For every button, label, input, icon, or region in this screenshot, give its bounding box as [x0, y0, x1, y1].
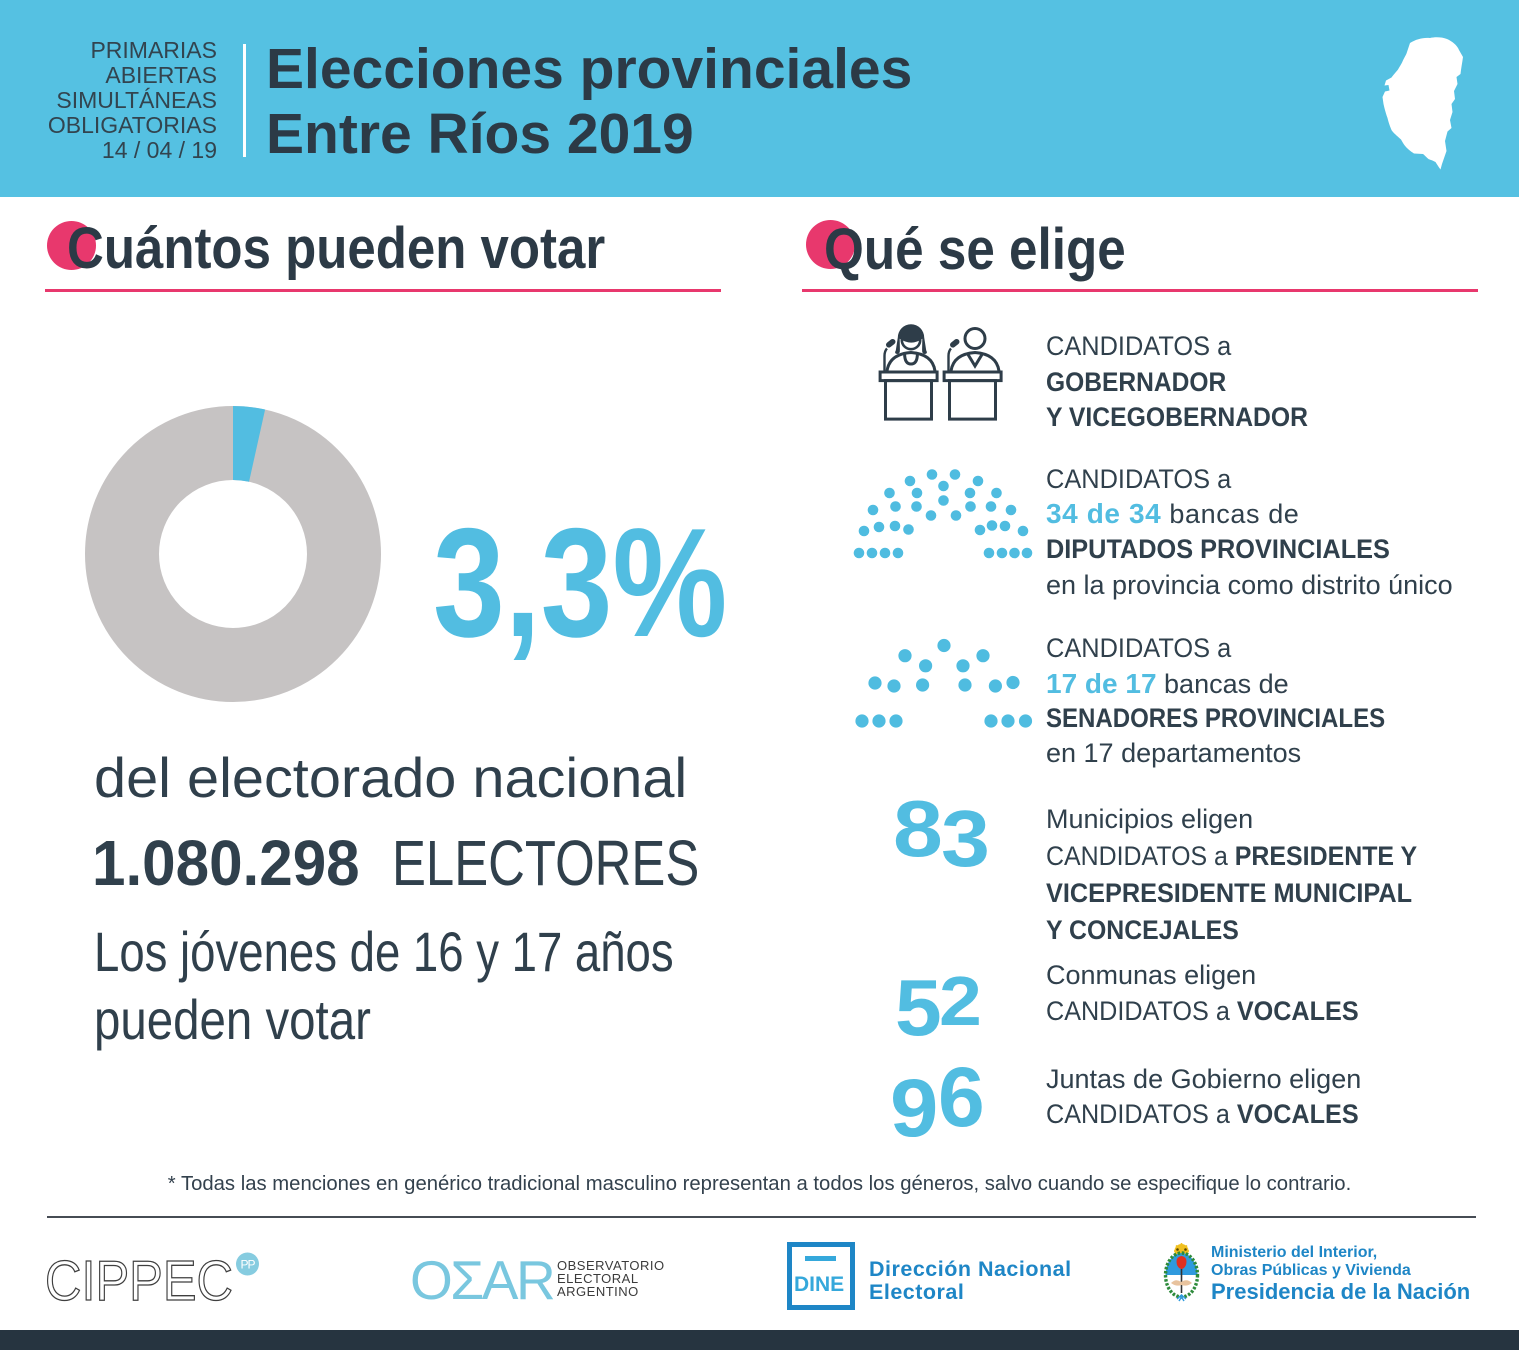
svg-text:CIPPEC: CIPPEC: [45, 1249, 233, 1313]
svg-text:PP: PP: [240, 1258, 255, 1272]
